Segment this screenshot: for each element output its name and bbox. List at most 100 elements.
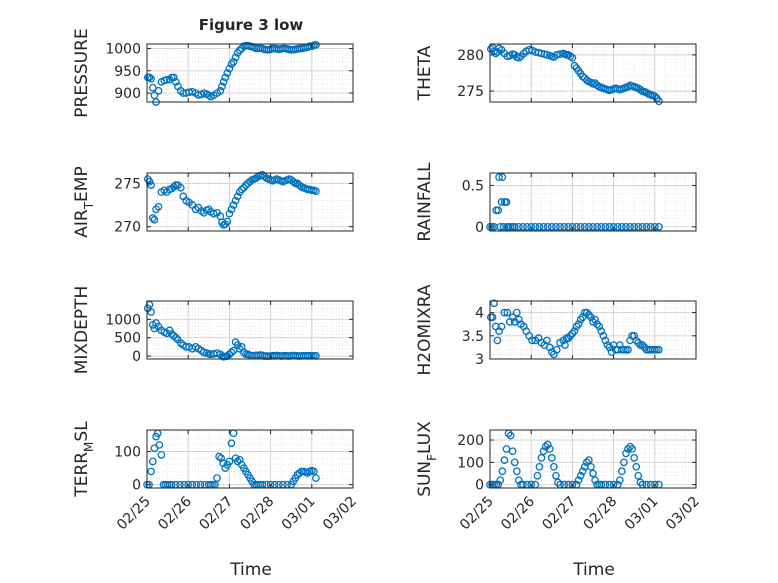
data-point	[209, 209, 218, 218]
x-tick-label: 02/28	[238, 494, 278, 534]
y-tick-label: 3	[475, 352, 484, 368]
data-point	[227, 439, 236, 448]
data-point	[585, 223, 593, 231]
subplot-4: 0 0.5 RAINFALL	[415, 162, 697, 242]
data-point	[655, 345, 663, 354]
data-point	[157, 451, 166, 459]
data-point	[150, 91, 159, 100]
axes-box	[146, 172, 354, 232]
data-point	[494, 206, 503, 215]
data-point	[502, 198, 511, 206]
data-point	[585, 311, 593, 319]
data-markers	[486, 299, 663, 359]
data-point	[488, 313, 497, 322]
data-point	[514, 476, 523, 485]
data-point	[622, 223, 630, 231]
data-point	[541, 442, 550, 451]
data-point	[552, 223, 560, 231]
data-point	[147, 181, 155, 189]
data-point	[148, 457, 157, 466]
data-point	[574, 320, 583, 329]
data-markers	[486, 173, 663, 231]
data-point	[560, 223, 569, 231]
data-point	[537, 454, 546, 462]
data-point	[310, 467, 318, 476]
data-point	[615, 476, 624, 485]
data-point	[634, 338, 643, 347]
y-tick-label: 280	[457, 48, 484, 64]
data-point	[617, 223, 626, 231]
data-point	[312, 187, 320, 196]
y-tick-label: 1000	[105, 41, 141, 57]
data-point	[552, 471, 560, 480]
data-point	[289, 177, 298, 186]
subplot-8: 0 100 200 02/25 02/26 02/27 02/28 03/01 03/02 SUN…	[415, 421, 703, 534]
data-point	[617, 467, 626, 476]
data-point	[169, 73, 178, 82]
data-point	[519, 223, 527, 231]
data-point	[572, 322, 581, 331]
data-point	[582, 308, 591, 317]
data-point	[576, 471, 585, 480]
data-point	[655, 97, 663, 106]
x-tick-label: 02/25	[114, 494, 154, 534]
data-point	[634, 223, 643, 231]
data-point	[624, 445, 632, 453]
data-point	[533, 471, 542, 480]
data-point	[578, 467, 587, 476]
data-point	[564, 223, 573, 231]
data-point	[632, 336, 641, 345]
data-point	[213, 474, 221, 482]
axes-box	[489, 300, 697, 360]
data-point	[145, 73, 154, 82]
y-tick-label: 0	[132, 349, 141, 365]
y-tick-label: 500	[114, 331, 141, 347]
x-tick-label: 03/01	[622, 494, 662, 534]
data-point	[147, 308, 155, 316]
data-point	[543, 336, 551, 345]
data-point	[634, 471, 643, 480]
data-point	[171, 333, 180, 342]
data-point	[510, 223, 519, 231]
data-point	[231, 53, 240, 62]
data-point	[576, 315, 585, 324]
data-point	[531, 223, 540, 231]
y-tick-label: 0	[132, 478, 141, 494]
x-axis-label-right: Time	[572, 560, 615, 580]
y-tick-label: 0	[475, 220, 484, 236]
data-point	[497, 322, 506, 331]
data-point	[655, 223, 663, 231]
plot-area	[147, 301, 353, 359]
data-point	[155, 441, 164, 449]
data-point	[218, 82, 226, 91]
data-point	[493, 48, 502, 56]
data-point	[239, 348, 248, 357]
data-point	[568, 329, 577, 338]
data-point	[628, 445, 636, 453]
data-point	[147, 467, 155, 476]
data-point	[566, 331, 575, 340]
x-axis-label-left: Time	[229, 560, 272, 580]
y-tick-label: 3.5	[462, 329, 484, 345]
data-point	[547, 223, 556, 231]
y-tick-label: 275	[114, 176, 141, 192]
data-markers	[143, 170, 320, 229]
data-point	[535, 462, 544, 471]
data-point	[591, 476, 599, 485]
x-tick-label: 02/26	[155, 493, 195, 533]
plot-area	[490, 301, 696, 359]
data-point	[570, 327, 579, 336]
data-point	[312, 474, 320, 482]
data-point	[225, 457, 234, 466]
data-point	[630, 223, 639, 231]
data-point	[646, 223, 655, 231]
y-tick-label: 100	[457, 455, 484, 471]
data-point	[500, 308, 509, 317]
data-point	[176, 183, 185, 192]
data-point	[642, 223, 651, 231]
data-point	[597, 327, 606, 336]
data-point	[150, 215, 159, 224]
data-markers	[143, 41, 320, 106]
data-point	[154, 86, 163, 95]
data-point	[169, 183, 178, 191]
